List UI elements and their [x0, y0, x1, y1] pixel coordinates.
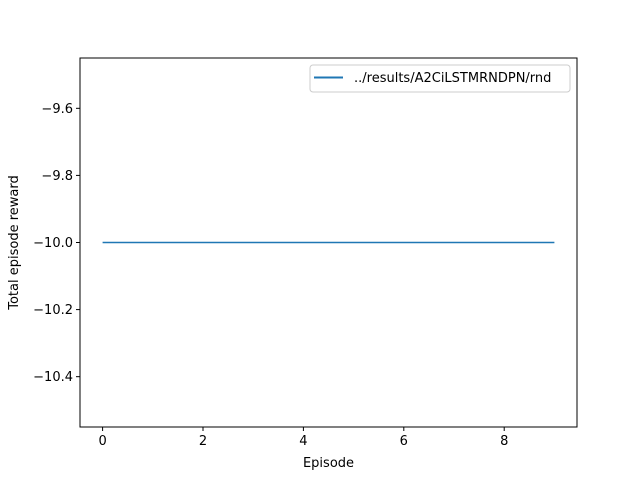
x-tick-label: 8	[500, 434, 508, 449]
x-tick-label: 0	[98, 434, 106, 449]
y-tick-label: −10.4	[33, 370, 73, 385]
x-axis-ticks: 0 2 4 6 8	[98, 427, 508, 449]
y-tick-label: −10.2	[33, 303, 73, 318]
x-axis-label: Episode	[303, 456, 354, 471]
y-axis-ticks: −9.6 −9.8 −10.0 −10.2 −10.4	[33, 102, 80, 385]
y-tick-label: −9.6	[41, 102, 73, 117]
y-axis-label: Total episode reward	[7, 175, 22, 311]
legend-label-series-1: ../results/A2CiLSTMRNDPN/rnd	[354, 71, 551, 86]
x-tick-label: 6	[400, 434, 408, 449]
y-tick-label: −10.0	[33, 236, 73, 251]
legend: ../results/A2CiLSTMRNDPN/rnd	[309, 64, 571, 93]
x-tick-label: 2	[199, 434, 207, 449]
x-tick-label: 4	[299, 434, 307, 449]
legend-box	[309, 64, 571, 93]
y-tick-label: −9.8	[41, 169, 73, 184]
